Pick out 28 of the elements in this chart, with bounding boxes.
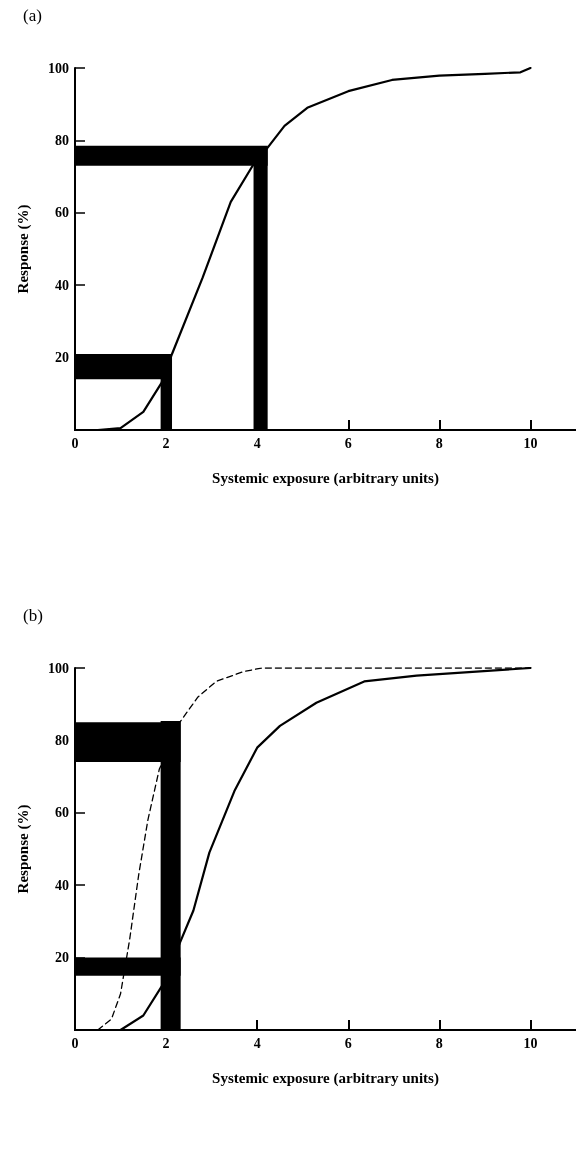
x-tick-label: 0 [71, 435, 79, 451]
chart-title: (b) [23, 606, 43, 625]
x-tick-label: 10 [523, 1035, 538, 1051]
y-axis-title: Response (%) [14, 204, 32, 294]
x-axis-title: Systemic exposure (arbitrary units) [212, 1069, 439, 1087]
x-tick-label: 10 [523, 435, 538, 451]
y-tick-label: 100 [48, 60, 69, 76]
y-tick-label: 20 [55, 950, 69, 966]
x-tick-label: 2 [162, 435, 170, 451]
x-tick-label: 8 [435, 1035, 443, 1051]
y-tick-label: 80 [55, 132, 69, 148]
y-tick-label: 80 [55, 732, 69, 748]
x-tick-label: 8 [435, 435, 443, 451]
x-tick-label: 4 [253, 1035, 261, 1051]
y-tick-label: 20 [55, 350, 69, 366]
y-tick-label: 60 [55, 205, 69, 221]
chart-title: (a) [23, 6, 42, 25]
y-tick-label: 40 [55, 877, 69, 893]
x-tick-label: 6 [344, 1035, 352, 1051]
y-tick-label: 60 [55, 805, 69, 821]
x-tick-label: 0 [71, 1035, 79, 1051]
y-tick-label: 40 [55, 277, 69, 293]
y-axis-title: Response (%) [14, 804, 32, 894]
y-tick-label: 100 [48, 660, 69, 676]
x-tick-label: 2 [162, 1035, 170, 1051]
x-axis-title: Systemic exposure (arbitrary units) [212, 469, 439, 487]
x-tick-label: 4 [253, 435, 261, 451]
x-tick-label: 6 [344, 435, 352, 451]
